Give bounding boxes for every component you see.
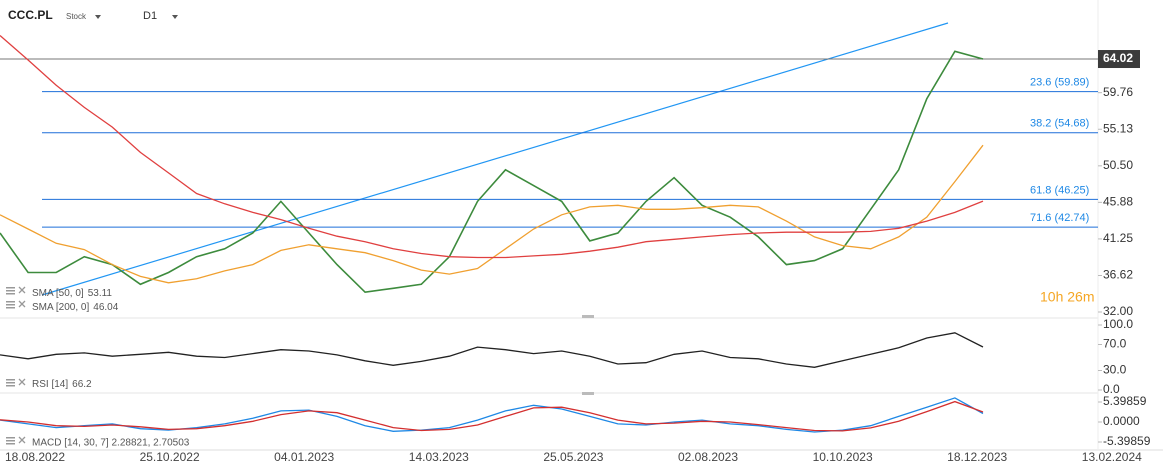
x-tick-label: 18.12.2023 xyxy=(947,450,1007,464)
y-tick-label: 100.0 xyxy=(1103,317,1133,331)
x-tick-label: 14.03.2023 xyxy=(409,450,469,464)
legend-name: SMA [200, 0] xyxy=(32,302,89,313)
fib-label: 71.6 (42.74) xyxy=(1030,212,1089,224)
y-tick-label: 55.13 xyxy=(1103,121,1133,135)
timeframe[interactable]: D1 xyxy=(143,10,157,22)
y-tick-label: 36.62 xyxy=(1103,268,1133,282)
y-tick-label: 59.76 xyxy=(1103,85,1133,99)
legend-value: 53.11 xyxy=(88,288,113,299)
indicator-icons[interactable] xyxy=(6,287,15,445)
x-tick-label: 25.05.2023 xyxy=(543,450,603,464)
y-tick-label: 70.0 xyxy=(1103,337,1127,351)
fib-label: 38.2 (54.68) xyxy=(1030,118,1089,130)
x-tick-label: 13.02.2024 xyxy=(1082,450,1142,464)
resize-handle[interactable] xyxy=(582,315,594,318)
legend-name: RSI [14] xyxy=(32,379,68,390)
legend-entry: SMA [200, 0] 46.04 xyxy=(32,302,119,313)
y-tick-label: 5.39859 xyxy=(1103,394,1147,408)
symbol[interactable]: CCC.PL xyxy=(8,8,53,22)
y-tick-label: 32.00 xyxy=(1103,304,1133,318)
last-price-tag xyxy=(1098,50,1140,69)
y-tick-label: 30.0 xyxy=(1103,363,1127,377)
legend-value: 66.2 xyxy=(72,379,92,390)
y-tick-label: 41.25 xyxy=(1103,231,1133,245)
legend-entry: RSI [14] 66.2 xyxy=(32,379,92,390)
last-price-label: 64.02 xyxy=(1103,51,1133,65)
indicator-line xyxy=(0,144,984,284)
legend-entry: SMA [50, 0] 53.11 xyxy=(32,288,112,299)
x-tick-label: 10.10.2023 xyxy=(813,450,873,464)
price-line xyxy=(0,50,984,294)
trend-line[interactable] xyxy=(41,22,949,296)
x-tick-label: 18.08.2022 xyxy=(5,450,65,464)
y-tick-label: 50.50 xyxy=(1103,158,1133,172)
indicator-line xyxy=(0,400,984,432)
y-tick-label: 0.0 xyxy=(1103,382,1120,396)
resize-handle[interactable] xyxy=(582,392,594,395)
remove-icons[interactable] xyxy=(18,286,26,444)
legend-name: SMA [50, 0] xyxy=(32,288,84,299)
candle-countdown: 10h 26m xyxy=(1040,289,1094,305)
x-tick-label: 04.01.2023 xyxy=(274,450,334,464)
x-tick-label: 25.10.2022 xyxy=(140,450,200,464)
fib-label: 23.6 (59.89) xyxy=(1030,77,1089,89)
dropdown-arrow[interactable] xyxy=(172,15,178,19)
x-tick-label: 02.08.2023 xyxy=(678,450,738,464)
y-tick-label: 0.0000 xyxy=(1103,414,1140,428)
y-tick-label: 45.88 xyxy=(1103,195,1133,209)
dropdown-arrow[interactable] xyxy=(95,15,101,19)
legend-entry: MACD [14, 30, 7] 2.28821, 2.70503 xyxy=(32,438,190,449)
legend-value: 46.04 xyxy=(93,302,118,313)
indicator-line xyxy=(0,332,984,368)
indicator-line xyxy=(0,35,984,259)
fib-label: 61.8 (46.25) xyxy=(1030,184,1089,196)
instrument-kind: Stock xyxy=(66,12,87,21)
indicator-line xyxy=(0,397,984,433)
y-tick-label: -5.39859 xyxy=(1103,434,1151,448)
